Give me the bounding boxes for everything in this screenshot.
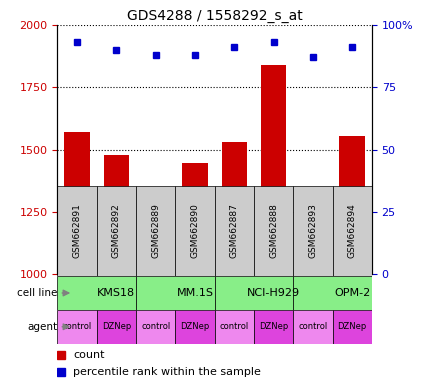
Text: GSM662889: GSM662889	[151, 204, 160, 258]
Text: NCI-H929: NCI-H929	[247, 288, 300, 298]
Text: DZNep: DZNep	[259, 322, 288, 331]
Text: GSM662887: GSM662887	[230, 204, 239, 258]
Bar	[215, 310, 254, 344]
Bar	[182, 163, 208, 274]
Bar	[215, 186, 254, 276]
Text: GSM662891: GSM662891	[73, 204, 82, 258]
Text: DZNep: DZNep	[102, 322, 131, 331]
Text: DZNep: DZNep	[180, 322, 210, 331]
Bar	[300, 255, 326, 274]
Bar	[143, 208, 168, 274]
Bar	[293, 186, 332, 276]
Text: KMS18: KMS18	[97, 288, 136, 298]
Text: MM.1S: MM.1S	[176, 288, 213, 298]
Text: DZNep: DZNep	[337, 322, 367, 331]
Bar	[96, 310, 136, 344]
Text: count: count	[73, 350, 105, 360]
Bar	[175, 310, 215, 344]
Bar	[136, 310, 175, 344]
Text: OPM-2: OPM-2	[334, 288, 370, 298]
Bar	[221, 142, 247, 274]
Bar	[57, 310, 96, 344]
Bar	[340, 136, 365, 274]
Bar	[136, 276, 215, 310]
Text: percentile rank within the sample: percentile rank within the sample	[73, 366, 261, 377]
Bar	[57, 276, 136, 310]
Title: GDS4288 / 1558292_s_at: GDS4288 / 1558292_s_at	[127, 8, 303, 23]
Bar	[104, 154, 129, 274]
Text: GSM662894: GSM662894	[348, 204, 357, 258]
Bar	[261, 65, 286, 274]
Bar	[96, 186, 136, 276]
Text: control: control	[298, 322, 328, 331]
Text: control: control	[62, 322, 92, 331]
Text: GSM662890: GSM662890	[190, 204, 199, 258]
Bar	[215, 276, 293, 310]
Bar	[332, 186, 372, 276]
Text: control: control	[141, 322, 170, 331]
Bar	[254, 186, 293, 276]
Text: agent: agent	[27, 322, 57, 332]
Bar	[254, 310, 293, 344]
Text: control: control	[220, 322, 249, 331]
Bar	[136, 186, 175, 276]
Bar	[293, 310, 332, 344]
Bar	[64, 132, 90, 274]
Text: GSM662893: GSM662893	[309, 204, 317, 258]
Bar	[293, 276, 372, 310]
Bar	[175, 186, 215, 276]
Text: cell line: cell line	[17, 288, 57, 298]
Text: GSM662888: GSM662888	[269, 204, 278, 258]
Text: GSM662892: GSM662892	[112, 204, 121, 258]
Bar	[332, 310, 372, 344]
Bar	[57, 186, 96, 276]
